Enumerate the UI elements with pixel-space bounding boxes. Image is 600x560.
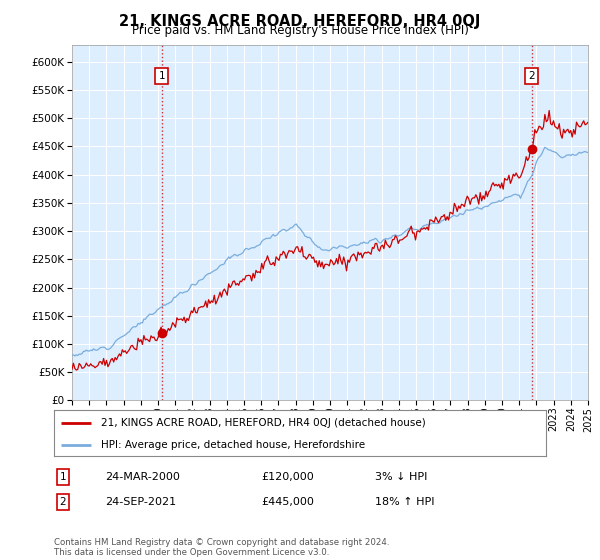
Text: 24-SEP-2021: 24-SEP-2021 [105,497,176,507]
Text: 1: 1 [59,472,67,482]
Text: Price paid vs. HM Land Registry's House Price Index (HPI): Price paid vs. HM Land Registry's House … [131,24,469,37]
Text: 21, KINGS ACRE ROAD, HEREFORD, HR4 0QJ: 21, KINGS ACRE ROAD, HEREFORD, HR4 0QJ [119,14,481,29]
Text: 24-MAR-2000: 24-MAR-2000 [105,472,180,482]
Text: HPI: Average price, detached house, Herefordshire: HPI: Average price, detached house, Here… [101,440,365,450]
Text: 1: 1 [158,71,165,81]
Text: 18% ↑ HPI: 18% ↑ HPI [375,497,434,507]
Text: 2: 2 [529,71,535,81]
Text: 3% ↓ HPI: 3% ↓ HPI [375,472,427,482]
Text: Contains HM Land Registry data © Crown copyright and database right 2024.
This d: Contains HM Land Registry data © Crown c… [54,538,389,557]
Text: £445,000: £445,000 [261,497,314,507]
Text: 2: 2 [59,497,67,507]
Text: 21, KINGS ACRE ROAD, HEREFORD, HR4 0QJ (detached house): 21, KINGS ACRE ROAD, HEREFORD, HR4 0QJ (… [101,418,425,428]
Text: £120,000: £120,000 [261,472,314,482]
